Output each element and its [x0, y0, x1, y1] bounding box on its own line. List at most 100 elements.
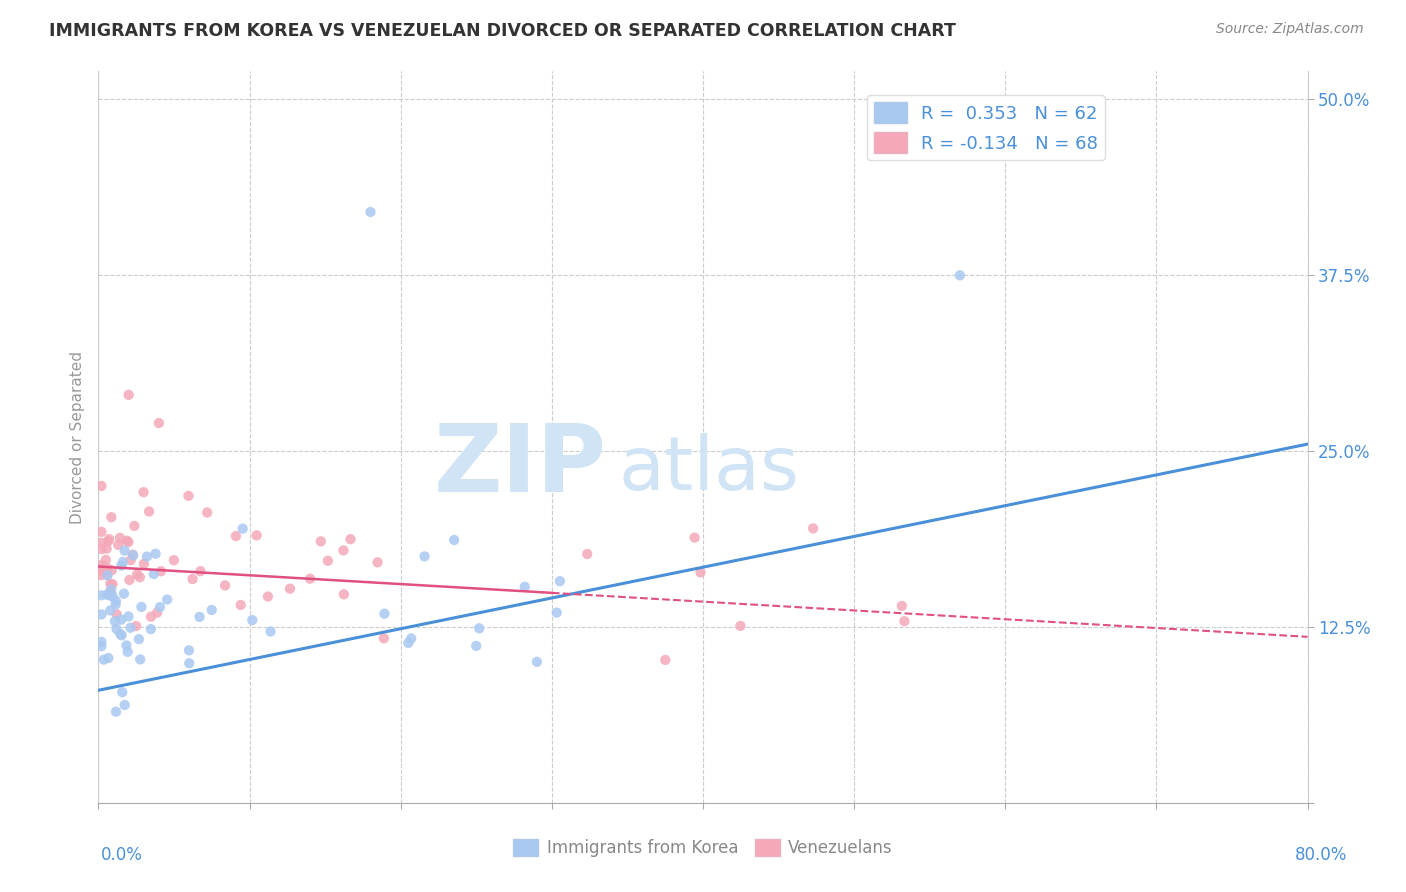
Point: [125, 619, 148, 633]
Point: [465, 639, 488, 653]
Point: [131, 599, 153, 614]
Point: [150, 564, 173, 578]
Point: [110, 558, 132, 573]
Point: [683, 531, 706, 545]
Point: [90, 563, 112, 577]
Point: [100, 582, 122, 597]
Point: [110, 613, 132, 627]
Point: [163, 553, 186, 567]
Point: [117, 609, 139, 624]
Text: IMMIGRANTS FROM KOREA VS VENEZUELAN DIVORCED OR SEPARATED CORRELATION CHART: IMMIGRANTS FROM KOREA VS VENEZUELAN DIVO…: [49, 22, 956, 40]
Point: [114, 543, 136, 558]
Point: [188, 610, 211, 624]
Point: [107, 538, 129, 552]
Point: [90, 588, 112, 602]
Point: [332, 543, 354, 558]
Point: [257, 590, 280, 604]
Point: [129, 652, 152, 666]
Point: [90, 524, 112, 539]
Point: [373, 607, 395, 621]
Text: 80.0%: 80.0%: [1295, 846, 1347, 863]
Point: [181, 572, 204, 586]
Point: [339, 532, 361, 546]
Point: [316, 554, 339, 568]
Point: [240, 613, 263, 627]
Point: [90, 607, 112, 622]
Point: [373, 632, 395, 646]
Point: [190, 564, 212, 578]
Point: [98, 577, 121, 591]
Point: [259, 624, 281, 639]
Point: [949, 268, 972, 283]
Point: [96, 561, 118, 575]
Point: [96, 568, 118, 582]
Point: [108, 531, 131, 545]
Point: [127, 567, 149, 582]
Point: [90, 558, 112, 572]
Point: [299, 572, 322, 586]
Point: [513, 580, 536, 594]
Point: [115, 639, 138, 653]
Point: [121, 548, 143, 562]
Y-axis label: Divorced or Separated: Divorced or Separated: [69, 351, 84, 524]
Point: [114, 698, 136, 712]
Point: [112, 586, 135, 600]
Legend: R =  0.353   N = 62, R = -0.134   N = 68: R = 0.353 N = 62, R = -0.134 N = 68: [868, 95, 1105, 161]
Point: [360, 205, 382, 219]
Point: [396, 636, 419, 650]
Point: [156, 592, 179, 607]
Point: [90, 542, 112, 557]
Point: [101, 577, 124, 591]
Point: [177, 489, 200, 503]
Point: [145, 547, 167, 561]
Text: atlas: atlas: [619, 434, 800, 507]
Point: [201, 603, 224, 617]
Point: [399, 632, 422, 646]
Point: [367, 555, 389, 569]
Point: [333, 587, 356, 601]
Point: [110, 627, 132, 641]
Point: [229, 598, 252, 612]
Point: [689, 566, 711, 580]
Point: [111, 685, 134, 699]
Point: [278, 582, 301, 596]
Point: [97, 651, 120, 665]
Point: [101, 589, 124, 603]
Point: [122, 549, 145, 563]
Point: [117, 645, 139, 659]
Point: [111, 555, 134, 569]
Point: [93, 653, 115, 667]
Text: 0.0%: 0.0%: [101, 846, 143, 863]
Point: [443, 533, 465, 547]
Point: [105, 607, 128, 622]
Point: [104, 598, 127, 612]
Point: [96, 541, 118, 556]
Point: [468, 621, 491, 635]
Point: [97, 534, 120, 549]
Point: [730, 619, 752, 633]
Point: [98, 532, 121, 546]
Point: [890, 599, 912, 613]
Point: [413, 549, 436, 564]
Point: [893, 614, 915, 628]
Point: [132, 485, 155, 500]
Point: [232, 522, 254, 536]
Point: [546, 606, 568, 620]
Point: [139, 622, 162, 636]
Point: [105, 705, 128, 719]
Point: [149, 600, 172, 615]
Point: [100, 589, 122, 603]
Point: [90, 568, 112, 582]
Point: [90, 536, 112, 550]
Text: Source: ZipAtlas.com: Source: ZipAtlas.com: [1216, 22, 1364, 37]
Point: [225, 529, 247, 543]
Point: [129, 570, 152, 584]
Point: [124, 519, 146, 533]
Point: [136, 549, 159, 564]
Point: [146, 606, 169, 620]
Point: [111, 628, 134, 642]
Point: [90, 561, 112, 575]
Point: [142, 567, 165, 582]
Point: [148, 416, 170, 430]
Point: [801, 521, 824, 535]
